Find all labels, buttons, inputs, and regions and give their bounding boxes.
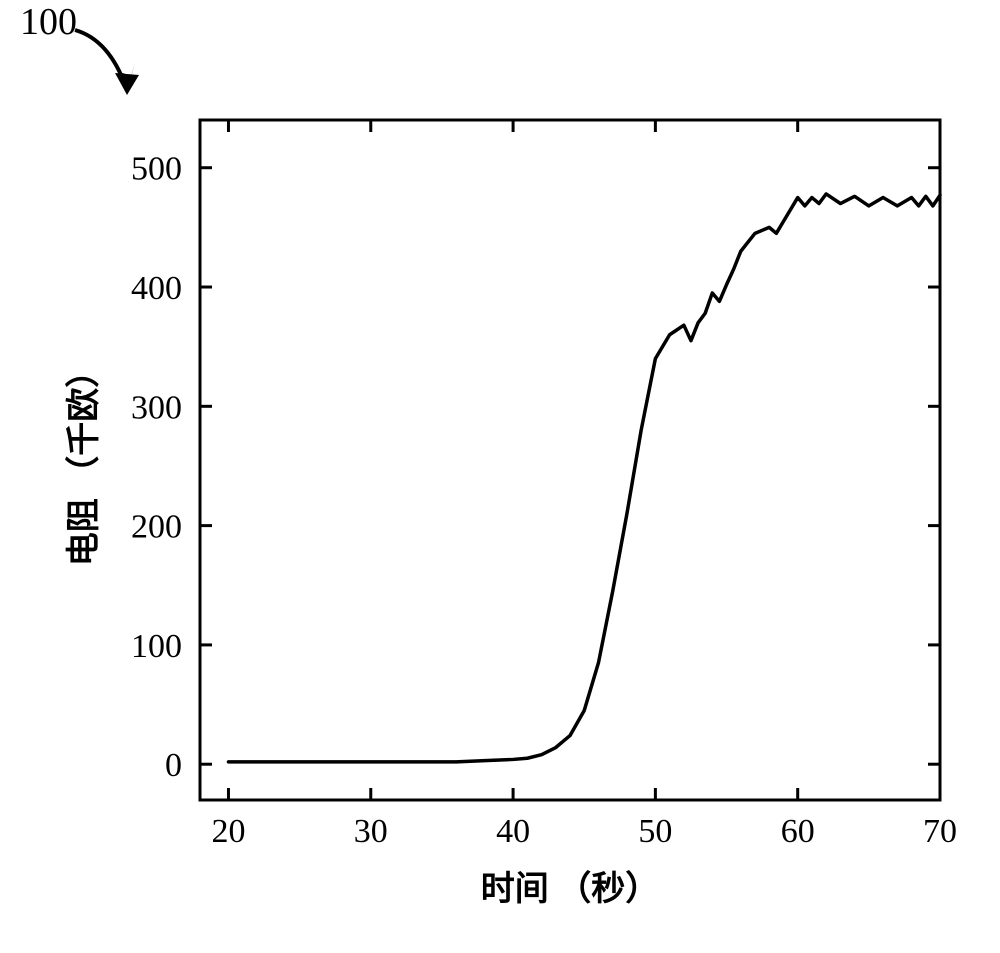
x-tick-label: 60: [781, 813, 815, 850]
x-tick-label: 40: [496, 813, 530, 850]
x-tick-label: 30: [354, 813, 388, 850]
resistance-time-chart: 20 30 40 50 60 70 0 100 200 300 400 500 时间 （秒） 电阻 （千欧…: [0, 100, 1000, 950]
x-tick-label: 50: [638, 813, 672, 850]
y-tick-label: 500: [131, 151, 182, 188]
x-tick-label: 20: [211, 813, 245, 850]
y-tick-label: 300: [131, 389, 182, 426]
y-tick-label: 100: [131, 628, 182, 665]
y-axis-label: 电阻 （千欧）: [64, 354, 103, 567]
y-tick-label: 200: [131, 509, 182, 546]
x-tick-label: 70: [923, 813, 957, 850]
x-axis-label: 时间 （秒）: [481, 869, 660, 908]
y-tick-label: 400: [131, 270, 182, 307]
y-tick-label: 0: [165, 747, 182, 784]
